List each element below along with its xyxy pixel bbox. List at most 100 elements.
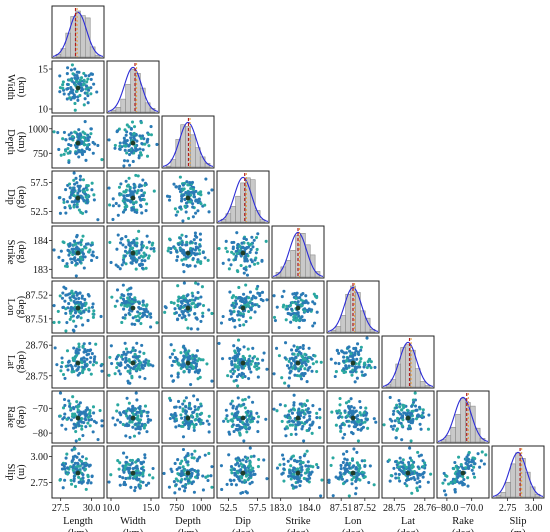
scatter-point	[180, 301, 184, 305]
scatter-point	[138, 316, 142, 320]
scatter-point	[296, 420, 300, 424]
scatter-point	[373, 365, 377, 369]
scatter-point	[66, 368, 70, 372]
scatter-point	[141, 303, 145, 307]
panel-strike-dip	[216, 225, 270, 279]
scatter-point	[107, 480, 111, 484]
y-axis-unit: (deg)	[16, 406, 27, 429]
scatter-point	[242, 236, 246, 241]
scatter-point	[209, 474, 213, 478]
scatter-point	[299, 479, 303, 483]
scatter-point	[149, 315, 153, 319]
scatter-point	[238, 249, 242, 253]
scatter-point	[122, 307, 126, 311]
best-fit-point	[185, 415, 191, 421]
scatter-point	[141, 480, 145, 484]
scatter-point	[394, 460, 398, 464]
scatter-point	[248, 300, 252, 304]
scatter-point	[352, 447, 356, 451]
scatter-point	[227, 453, 231, 457]
scatter-point	[66, 466, 70, 470]
scatter-point	[342, 355, 346, 359]
hist-bar	[125, 84, 131, 113]
scatter-point	[133, 475, 137, 479]
scatter-point	[421, 459, 425, 463]
scatter-point	[145, 139, 149, 143]
scatter-point	[135, 471, 139, 475]
scatter-point	[364, 413, 368, 417]
scatter-point	[294, 425, 298, 429]
scatter-point	[178, 462, 182, 466]
scatter-point	[233, 363, 237, 367]
scatter-point	[367, 358, 371, 362]
scatter-point	[149, 325, 153, 329]
panel-strike-strike	[271, 225, 325, 279]
scatter-point	[125, 151, 129, 155]
scatter-point	[416, 465, 420, 469]
best-fit-point	[185, 250, 191, 256]
scatter-point	[145, 234, 149, 238]
scatter-point	[178, 175, 182, 179]
scatter-point	[329, 357, 333, 361]
scatter-point	[305, 449, 309, 453]
scatter-point	[319, 360, 323, 364]
scatter-point	[246, 347, 250, 351]
scatter-point	[138, 375, 142, 379]
scatter-point	[257, 304, 261, 308]
scatter-point	[400, 408, 404, 412]
scatter-point	[256, 232, 260, 236]
scatter-point	[182, 294, 186, 298]
scatter-point	[90, 417, 94, 422]
y-tick-label: 2.75	[31, 478, 49, 489]
panel-frame	[326, 335, 380, 389]
scatter-point	[58, 294, 62, 298]
hist-bar	[445, 435, 452, 443]
scatter-point	[78, 401, 82, 405]
scatter-point	[122, 470, 126, 474]
scatter-point	[77, 475, 81, 479]
scatter-point	[140, 141, 144, 146]
scatter-point	[70, 448, 74, 452]
scatter-point	[141, 148, 145, 152]
scatter-point	[84, 464, 88, 468]
scatter-point	[62, 397, 67, 402]
density-curve	[107, 66, 159, 112]
scatter-point	[463, 466, 468, 470]
scatter-point	[129, 366, 133, 370]
panel-slip-depth	[161, 445, 215, 499]
best-fit-point	[75, 195, 81, 201]
scatter-point	[139, 248, 143, 252]
x-tick-label: 184.0	[298, 503, 321, 514]
scatter-point	[363, 361, 367, 365]
scatter-point	[122, 194, 126, 198]
scatter-point	[287, 419, 291, 423]
panel-lat-length	[51, 335, 105, 389]
scatter-point	[196, 473, 200, 477]
scatter-point	[232, 429, 236, 434]
scatter-point	[73, 200, 77, 204]
panel-rake-length	[51, 390, 105, 444]
scatter-point	[306, 470, 310, 474]
scatter-point	[290, 423, 295, 427]
scatter-point	[398, 456, 402, 460]
panel-frame	[216, 170, 270, 224]
hist-bar	[460, 397, 466, 443]
hist-bar	[415, 368, 421, 388]
hist-bar	[80, 15, 86, 58]
scatter-point	[318, 416, 322, 420]
scatter-point	[134, 460, 138, 464]
scatter-point	[355, 357, 359, 361]
scatter-point	[176, 361, 180, 365]
scatter-point	[308, 308, 312, 312]
scatter-point	[121, 210, 126, 214]
scatter-point	[350, 430, 354, 434]
scatter-point	[65, 97, 69, 101]
scatter-point	[76, 247, 80, 251]
scatter-point	[289, 471, 293, 475]
scatter-point	[183, 458, 188, 462]
scatter-point	[80, 427, 84, 431]
scatter-point	[304, 294, 308, 298]
panel-dip-depth	[161, 170, 215, 224]
scatter-point	[302, 402, 307, 406]
scatter-point	[280, 295, 284, 299]
